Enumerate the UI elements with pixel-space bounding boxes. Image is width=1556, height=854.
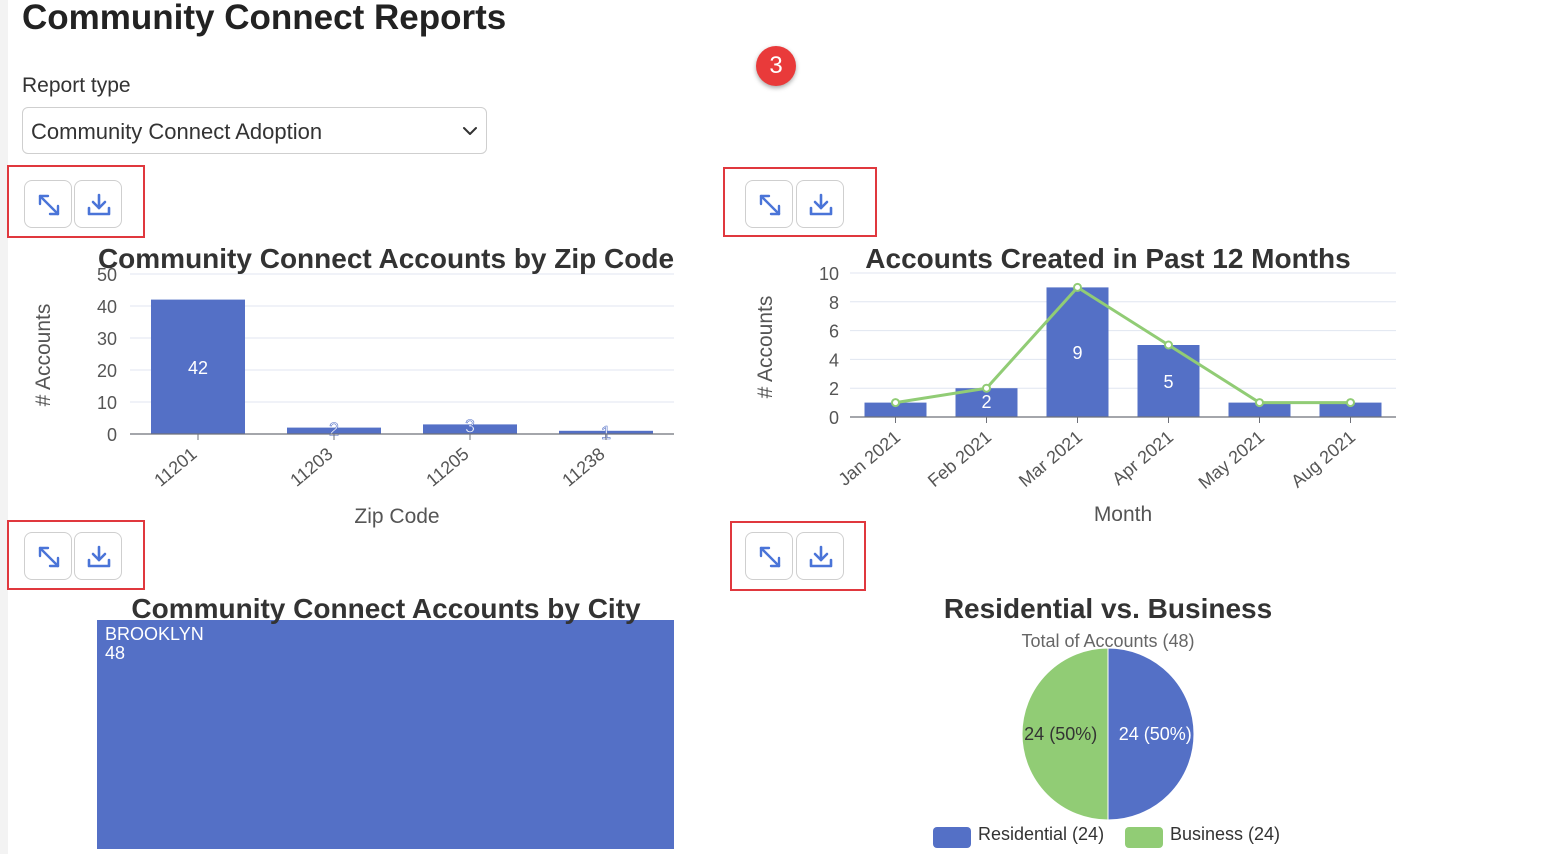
- download-button-months[interactable]: [796, 180, 844, 228]
- toolbar-highlight-city: [7, 520, 145, 590]
- report-type-select[interactable]: Community Connect Adoption: [22, 107, 487, 154]
- expand-arrows-icon: [38, 194, 60, 216]
- download-button-city[interactable]: [74, 532, 122, 580]
- bar-value-label: 42: [188, 358, 208, 378]
- trend-point: [1346, 398, 1355, 408]
- expand-arrows-icon: [759, 194, 781, 216]
- y-axis-title: # Accounts: [32, 304, 55, 407]
- pie-slice-business: [1021, 647, 1109, 821]
- months-chart-title: Accounts Created in Past 12 Months: [865, 243, 1351, 274]
- y-tick-label: 0: [107, 425, 117, 445]
- bar-11205: [423, 424, 517, 434]
- zip-chart-title: Community Connect Accounts by Zip Code: [97, 243, 675, 274]
- expand-arrows-icon: [38, 546, 60, 568]
- city-chart-title: Community Connect Accounts by City: [131, 593, 641, 624]
- x-axis-title: Zip Code: [354, 505, 439, 528]
- toolbar-highlight-months: [723, 167, 877, 237]
- y-tick-label: 10: [97, 393, 117, 413]
- legend-label-business: Business (24): [1170, 824, 1281, 844]
- download-icon: [809, 545, 833, 568]
- bar-value-label: 1: [601, 423, 611, 443]
- download-icon: [809, 193, 833, 216]
- y-tick-label: 40: [97, 297, 117, 317]
- bar-value-label: 9: [1072, 343, 1082, 363]
- city-treemap-tile[interactable]: BROOKLYN 48: [97, 620, 674, 849]
- legend-swatch-residential: [933, 827, 971, 848]
- x-axis-title: Month: [1094, 503, 1152, 526]
- y-tick-label: 0: [829, 408, 839, 428]
- bar-Jan-2021: [864, 402, 927, 417]
- bar-Feb-2021: [955, 388, 1018, 417]
- pie-chart-subtitle: Total of Accounts (48): [1021, 631, 1195, 651]
- y-tick-label: 30: [97, 329, 117, 349]
- trend-point: [982, 383, 991, 393]
- pie-slice-label: 24 (50%): [1119, 724, 1192, 744]
- bar-Aug-2021: [1319, 402, 1382, 417]
- legend-label-residential: Residential (24): [978, 824, 1105, 844]
- bar-value-label: 2: [329, 420, 339, 440]
- step-badge: 3: [756, 46, 796, 86]
- bar-May-2021: [1228, 402, 1291, 417]
- expand-arrows-icon: [759, 546, 781, 568]
- trend-point: [1073, 282, 1082, 292]
- treemap-city-value: 48: [105, 643, 126, 663]
- y-tick-label: 20: [97, 361, 117, 381]
- trend-line: [895, 285, 1351, 405]
- report-type-label: Report type: [22, 74, 131, 97]
- treemap-city-label: BROOKLYN: [105, 624, 204, 644]
- y-tick-label: 6: [829, 322, 839, 342]
- trend-point: [891, 398, 900, 408]
- legend-swatch-business: [1125, 827, 1163, 848]
- expand-button-city[interactable]: [24, 532, 72, 580]
- pie-slice-label: 24 (50%): [1024, 724, 1097, 744]
- trend-point: [1164, 340, 1173, 350]
- y-tick-label: 10: [819, 264, 839, 284]
- page-title: Community Connect Reports: [22, 0, 507, 37]
- download-icon: [87, 193, 111, 216]
- y-tick-label: 4: [829, 350, 839, 370]
- y-tick-label: 2: [829, 379, 839, 399]
- expand-button-zip[interactable]: [24, 180, 72, 228]
- toolbar-highlight-pie: [730, 521, 866, 591]
- report-type-selected: Community Connect Adoption: [31, 119, 323, 144]
- y-tick-label: 50: [97, 265, 117, 285]
- download-icon: [87, 545, 111, 568]
- y-axis-title: # Accounts: [754, 296, 777, 399]
- expand-button-months[interactable]: [745, 180, 793, 228]
- y-tick-label: 8: [829, 293, 839, 313]
- bar-value-label: 5: [1163, 372, 1173, 392]
- bar-value-label: 2: [981, 392, 991, 412]
- download-button-zip[interactable]: [74, 180, 122, 228]
- toolbar-highlight-zip: [7, 165, 145, 238]
- pie-slice-residential: [1107, 647, 1195, 821]
- pie-legend-business[interactable]: Business (24): [1125, 824, 1295, 848]
- trend-point: [1255, 398, 1264, 408]
- bar-11238: [559, 430, 653, 434]
- bar-value-label: 3: [465, 416, 475, 436]
- left-edge-strip: [0, 0, 8, 854]
- download-button-pie[interactable]: [796, 532, 844, 580]
- pie-chart-title: Residential vs. Business: [943, 593, 1273, 624]
- chevron-down-icon: [463, 127, 477, 135]
- bar-11203: [287, 427, 381, 434]
- bar-11201: [151, 299, 245, 434]
- expand-button-pie[interactable]: [745, 532, 793, 580]
- pie-legend-residential[interactable]: Residential (24): [933, 824, 1123, 848]
